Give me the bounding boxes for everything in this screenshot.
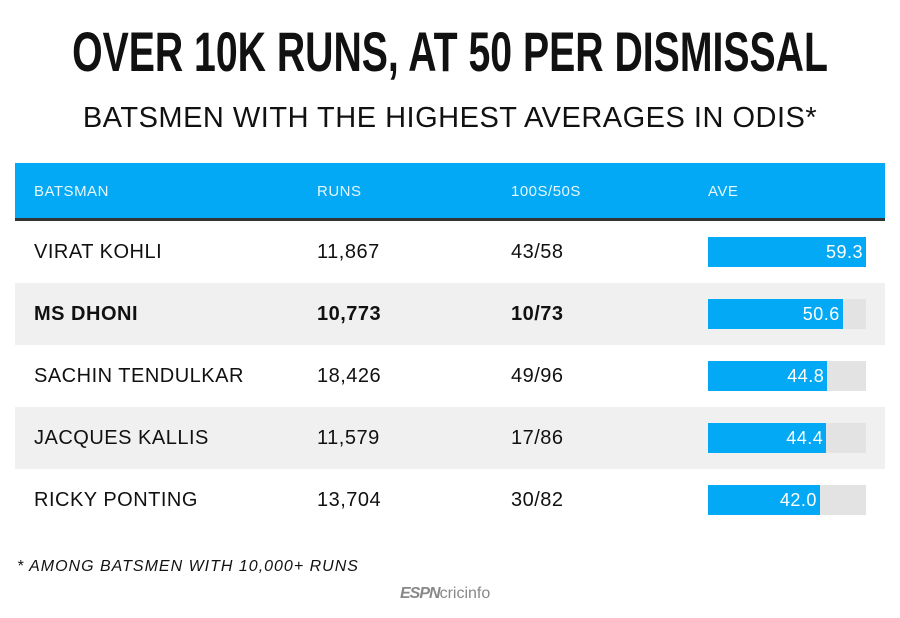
chart-subtitle: BATSMEN WITH THE HIGHEST AVERAGES IN ODI… <box>82 102 818 134</box>
chart-title: OVER 10K RUNS, AT 50 PER DISMISSAL <box>72 20 828 83</box>
header-runs: RUNS <box>317 183 362 200</box>
average-bar-track: 59.3 <box>708 237 866 267</box>
table-body: VIRAT KOHLI 11,867 43/58 59.3 MS DHONI 10… <box>15 221 885 531</box>
stats-table: BATSMAN RUNS 100S/50S AVE VIRAT KOHLI 11… <box>15 163 885 531</box>
runs-value: 10,773 <box>317 303 382 325</box>
average-label: 44.4 <box>786 428 824 448</box>
hundreds-fifties-value: 17/86 <box>511 427 564 449</box>
footnote: * AMONG BATSMEN WITH 10,000+ RUNS <box>17 558 359 575</box>
average-label: 50.6 <box>802 304 840 324</box>
table-row: VIRAT KOHLI 11,867 43/58 59.3 <box>15 221 885 283</box>
average-label: 42.0 <box>779 490 817 510</box>
runs-value: 18,426 <box>317 365 382 387</box>
average-label: 44.8 <box>787 366 825 386</box>
average-bar: 50.6 <box>708 299 843 329</box>
runs-value: 11,579 <box>317 427 380 449</box>
header-batsman: BATSMAN <box>34 183 109 200</box>
average-bar: 59.3 <box>708 237 866 267</box>
hundreds-fifties-value: 43/58 <box>511 241 564 263</box>
table-row: MS DHONI 10,773 10/73 50.6 <box>15 283 885 345</box>
average-bar-track: 44.4 <box>708 423 866 453</box>
batsman-name: JACQUES KALLIS <box>34 427 209 449</box>
runs-value: 13,704 <box>317 489 382 511</box>
hundreds-fifties-value: 30/82 <box>511 489 564 511</box>
table-row: JACQUES KALLIS 11,579 17/86 44.4 <box>15 407 885 469</box>
hundreds-fifties-value: 10/73 <box>511 303 564 325</box>
batsman-name: RICKY PONTING <box>34 489 198 511</box>
batsman-name: VIRAT KOHLI <box>34 241 163 263</box>
batsman-name: MS DHONI <box>34 303 138 325</box>
average-bar-track: 42.0 <box>708 485 866 515</box>
runs-value: 11,867 <box>317 241 380 263</box>
table-row: SACHIN TENDULKAR 18,426 49/96 44.8 <box>15 345 885 407</box>
average-bar-track: 44.8 <box>708 361 866 391</box>
batsman-name: SACHIN TENDULKAR <box>34 365 244 387</box>
average-bar-track: 50.6 <box>708 299 866 329</box>
header-ave: AVE <box>708 183 739 200</box>
table-header: BATSMAN RUNS 100S/50S AVE <box>15 163 885 221</box>
espncricinfo-logo: ESPNcricinfo <box>400 585 491 602</box>
average-label: 59.3 <box>825 242 863 262</box>
table-row: RICKY PONTING 13,704 30/82 42.0 <box>15 469 885 531</box>
hundreds-fifties-value: 49/96 <box>511 365 564 387</box>
average-bar: 44.4 <box>708 423 827 453</box>
average-bar: 42.0 <box>708 485 820 515</box>
header-100s-50s: 100S/50S <box>511 183 581 200</box>
average-bar: 44.8 <box>708 361 828 391</box>
